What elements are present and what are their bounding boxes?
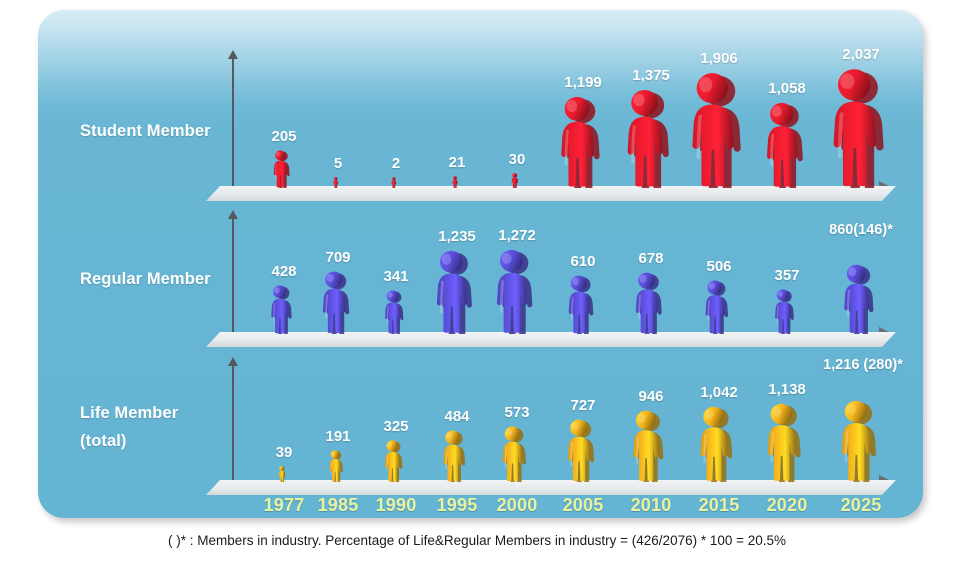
chart-row-regular: Regular Member: [38, 200, 923, 350]
footnote-text: ( )* : Members in industry. Percentage o…: [167, 533, 787, 548]
pictogram-regular-1977: [269, 285, 294, 334]
pictogram-regular-2020: [773, 289, 796, 334]
value-label-life-1985: 191: [325, 428, 351, 445]
regular-figure-group: 428 709: [38, 200, 923, 334]
pictogram-regular-1985: [320, 271, 353, 334]
value-label-student-2005: 1,199: [564, 74, 602, 91]
row-label-regular: Regular Member: [80, 270, 211, 288]
value-label-life-2015: 1,042: [700, 384, 738, 401]
year-label-2005: 2005: [562, 495, 604, 515]
pictogram-regular-1990: [383, 290, 406, 334]
pictogram-student-1977: [272, 150, 292, 188]
pictogram-regular-1995: [433, 250, 477, 334]
pictogram-student-1990: [391, 177, 397, 188]
pictogram-student-2025: [828, 68, 890, 188]
value-label-student-2000: 30: [508, 151, 526, 168]
year-label-1985: 1985: [317, 495, 359, 515]
value-label-student-2025: 2,037: [842, 46, 880, 63]
pictogram-regular-2015: [703, 280, 731, 334]
life-y-axis: [228, 357, 238, 482]
pictogram-student-1995: [452, 176, 458, 188]
regular-ground-slab: [206, 332, 896, 347]
pictogram-student-2015: [687, 72, 747, 188]
year-label-2000: 2000: [496, 495, 538, 515]
value-label-life-1995: 484: [444, 408, 470, 425]
pictogram-regular-2025: [841, 264, 877, 334]
value-label-regular-2005: 610: [570, 253, 596, 270]
value-label-regular-1995: 1,235: [438, 228, 476, 245]
year-label-2020: 2020: [766, 495, 808, 515]
value-label-regular-1985: 709: [325, 249, 351, 266]
pictogram-student-1985: [333, 177, 339, 188]
life-figure-group: 39 191: [38, 350, 923, 482]
pictogram-life-2015: [697, 406, 737, 482]
value-label-regular-2020: 357: [774, 267, 800, 284]
value-label-student-2020: 1,058: [768, 80, 806, 97]
row-sublabel-life: (total): [80, 432, 127, 450]
chart-panel: Student Member: [38, 10, 923, 518]
value-label-regular-2025: 860(146)*: [829, 222, 893, 238]
chart-row-life: Life Member (total): [38, 350, 923, 518]
pictogram-regular-2010: [633, 272, 665, 334]
student-y-axis: [228, 50, 238, 188]
value-label-student-1990: 2: [391, 155, 401, 172]
value-label-life-2000: 573: [504, 404, 530, 421]
year-label-1977: 1977: [263, 495, 305, 515]
year-label-2010: 2010: [630, 495, 672, 515]
pictogram-life-1985: [328, 450, 345, 482]
pictogram-life-1995: [441, 430, 468, 482]
pictogram-student-2010: [623, 89, 674, 188]
year-label-1990: 1990: [375, 495, 417, 515]
value-label-regular-1977: 428: [271, 263, 297, 280]
value-label-student-2015: 1,906: [700, 50, 738, 67]
value-label-life-1990: 325: [383, 418, 409, 435]
row-label-student: Student Member: [80, 122, 211, 140]
value-label-life-2020: 1,138: [768, 381, 806, 398]
pictogram-life-1990: [383, 440, 405, 482]
value-label-student-1977: 205: [271, 128, 297, 145]
pictogram-student-2020: [763, 102, 808, 188]
pictogram-regular-2000: [493, 249, 537, 334]
pictogram-regular-2005: [566, 275, 597, 334]
value-label-life-2025: 1,216 (280)*: [823, 357, 903, 373]
regular-y-axis: [228, 210, 238, 334]
chart-row-student: Student Member: [38, 10, 923, 200]
value-label-student-1995: 21: [448, 154, 466, 171]
pictogram-life-2010: [630, 410, 667, 482]
life-ground-slab: [206, 480, 896, 495]
year-label-2015: 2015: [698, 495, 740, 515]
year-label-2025: 2025: [840, 495, 882, 515]
pictogram-student-2005: [557, 96, 605, 188]
value-label-regular-2000: 1,272: [498, 227, 536, 244]
pictogram-life-2020: [764, 403, 805, 482]
student-figure-group: 205 5: [38, 10, 923, 188]
value-label-regular-2015: 506: [706, 258, 732, 275]
value-label-life-2005: 727: [570, 397, 596, 414]
value-label-regular-2010: 678: [638, 250, 664, 267]
x-axis-year-labels: 1977 1985 1990 1995 2000 2005 2010 2015 2020 2025: [38, 495, 923, 518]
pictogram-life-2025: [838, 400, 881, 482]
value-label-life-1977: 39: [275, 444, 293, 461]
pictogram-life-2000: [500, 426, 529, 482]
value-label-student-2010: 1,375: [632, 67, 670, 84]
student-ground-slab: [206, 186, 896, 201]
pictogram-student-2000: [511, 173, 519, 188]
pictogram-life-1977: [278, 466, 286, 482]
value-label-student-1985: 5: [333, 155, 343, 172]
value-label-life-2010: 946: [638, 388, 664, 405]
value-label-regular-1990: 341: [383, 268, 409, 285]
year-label-1995: 1995: [436, 495, 478, 515]
pictogram-life-2005: [565, 419, 598, 482]
row-label-life: Life Member: [80, 404, 179, 422]
